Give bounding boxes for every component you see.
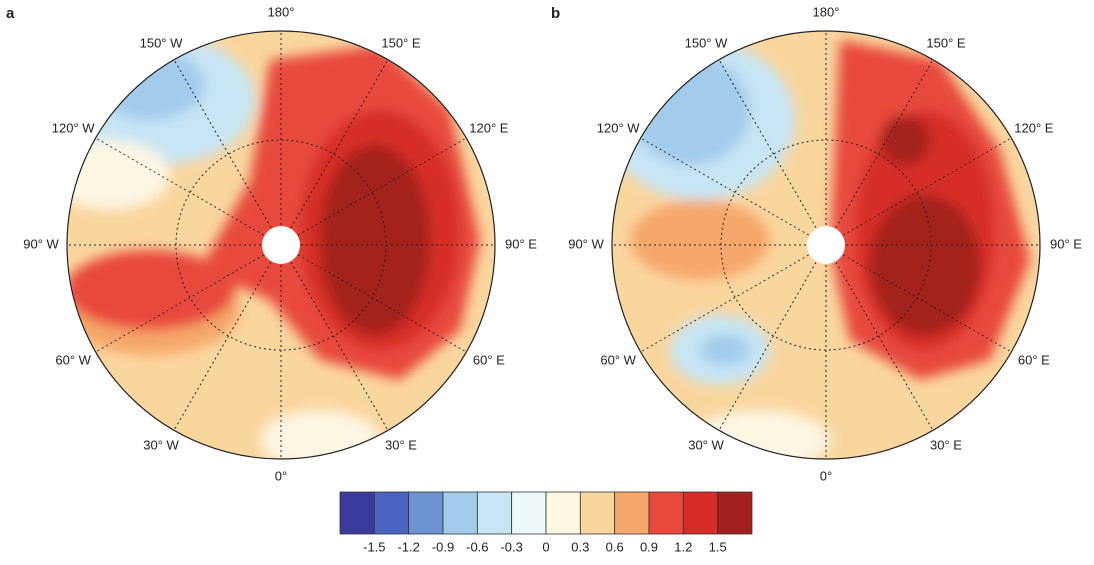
meridian bbox=[95, 137, 264, 236]
colorbar-tick-label: 0.6 bbox=[606, 539, 624, 554]
longitude-label: 0° bbox=[820, 468, 832, 483]
map-border bbox=[611, 30, 1041, 460]
field-b bbox=[612, 31, 1040, 459]
longitude-label: 120° E bbox=[469, 120, 509, 135]
pole-hole bbox=[262, 226, 300, 264]
meridian bbox=[290, 59, 389, 228]
meridian bbox=[718, 262, 817, 431]
colorbar-box bbox=[614, 491, 650, 535]
longitude-label: 150° W bbox=[140, 36, 184, 51]
longitude-label: 150° E bbox=[926, 36, 966, 51]
colorbar-box bbox=[682, 491, 719, 535]
longitude-label: 120° W bbox=[52, 120, 96, 135]
longitude-label: 90° E bbox=[1050, 236, 1082, 251]
longitude-label: 90° E bbox=[505, 236, 537, 251]
longitude-label: 90° W bbox=[568, 236, 604, 251]
colorbar-box bbox=[648, 491, 684, 535]
longitude-label: 30° W bbox=[143, 437, 179, 452]
colorbar-box bbox=[373, 491, 410, 535]
meridian bbox=[298, 137, 467, 236]
pole-hole bbox=[807, 226, 845, 264]
colorbar-box bbox=[717, 491, 753, 535]
colorbar-box bbox=[442, 491, 478, 535]
longitude-label: 120° W bbox=[597, 120, 641, 135]
colorbar-tick-label: 1.5 bbox=[709, 539, 727, 554]
longitude-label: 120° E bbox=[1014, 120, 1054, 135]
colorbar-tick-label: -0.3 bbox=[500, 539, 522, 554]
colorbar-tick-label: -0.9 bbox=[432, 539, 454, 554]
colorbar-box bbox=[408, 491, 444, 535]
colorbar-tick-label: 1.2 bbox=[674, 539, 692, 554]
meridian bbox=[298, 254, 467, 353]
colorbar-tick-label: 0 bbox=[542, 539, 549, 554]
longitude-label: 180° bbox=[268, 4, 295, 19]
panel-label: a bbox=[6, 5, 15, 22]
colorbar-tick-label: -0.6 bbox=[466, 539, 488, 554]
colorbar-tick-label: -1.5 bbox=[363, 539, 385, 554]
longitude-label: 150° E bbox=[381, 36, 421, 51]
meridian bbox=[173, 262, 272, 431]
longitude-label: 150° W bbox=[685, 36, 729, 51]
colorbar-box bbox=[579, 491, 616, 535]
longitude-label: 90° W bbox=[23, 236, 59, 251]
colorbar-tick-label: 0.9 bbox=[640, 539, 658, 554]
meridian bbox=[843, 254, 1012, 353]
map-border bbox=[66, 30, 496, 460]
panel-label: b bbox=[551, 5, 560, 22]
meridian bbox=[835, 262, 934, 431]
meridian bbox=[640, 137, 809, 236]
meridian bbox=[718, 59, 817, 228]
longitude-label: 60° E bbox=[473, 352, 505, 367]
meridian bbox=[843, 137, 1012, 236]
longitude-label: 30° W bbox=[688, 437, 724, 452]
colorbar-tick-label: -1.2 bbox=[397, 539, 419, 554]
longitude-label: 60° E bbox=[1018, 352, 1050, 367]
longitude-label: 30° E bbox=[385, 437, 417, 452]
meridian bbox=[290, 262, 389, 431]
meridian bbox=[173, 59, 272, 228]
graticule bbox=[66, 30, 1041, 460]
colorbar-box bbox=[339, 491, 375, 535]
longitude-label: 180° bbox=[813, 4, 840, 19]
longitude-label: 0° bbox=[275, 468, 287, 483]
colorbar-box bbox=[476, 491, 513, 535]
colorbar-box bbox=[545, 491, 581, 535]
longitude-label: 30° E bbox=[930, 437, 962, 452]
meridian bbox=[95, 254, 264, 353]
longitude-label: 60° W bbox=[55, 352, 91, 367]
longitude-label: 60° W bbox=[600, 352, 636, 367]
colorbar-box bbox=[511, 491, 547, 535]
colorbar-tick-label: 0.3 bbox=[571, 539, 589, 554]
meridian bbox=[835, 59, 934, 228]
meridian bbox=[640, 254, 809, 353]
